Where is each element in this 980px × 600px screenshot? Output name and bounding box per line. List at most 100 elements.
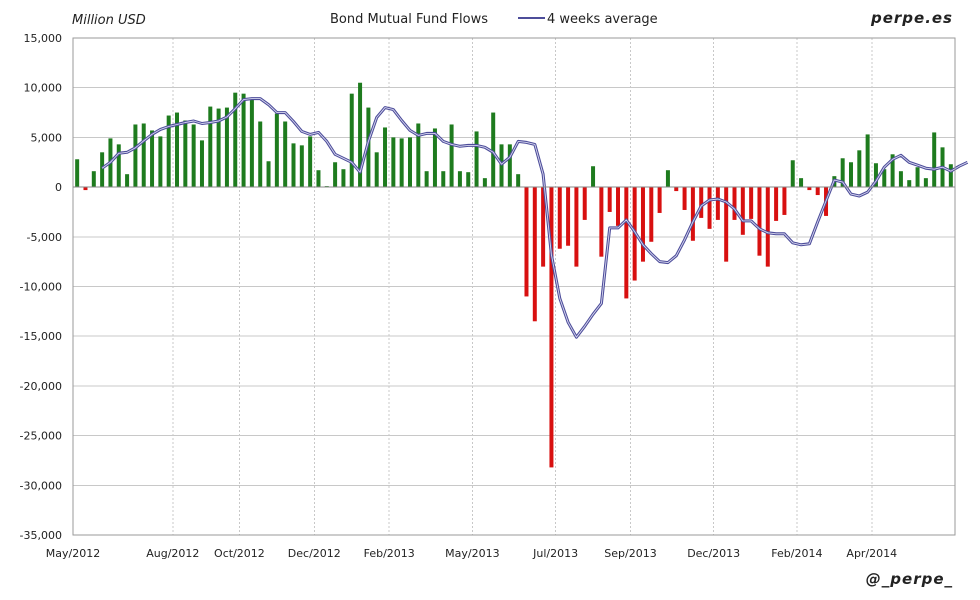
flow-bar [91, 171, 96, 188]
flow-bar [932, 132, 937, 188]
flow-bar [383, 127, 388, 188]
flow-bar [83, 187, 88, 191]
flow-bar [466, 172, 471, 188]
x-tick-label: Feb/2014 [771, 547, 822, 560]
y-tick-label: -15,000 [20, 330, 62, 343]
y-tick-label: -20,000 [20, 380, 62, 393]
handle-watermark: @_perpe_ [866, 570, 953, 588]
flow-bar [407, 137, 412, 188]
flow-bar [141, 123, 146, 188]
flow-bar [199, 140, 204, 188]
flow-bar [316, 170, 321, 188]
flow-bar [158, 136, 163, 188]
flow-bar [341, 169, 346, 188]
y-tick-label: -25,000 [20, 430, 62, 443]
flow-bar [100, 152, 105, 188]
line-layer [101, 97, 969, 339]
flow-bar [166, 115, 171, 188]
flow-bar [274, 113, 279, 188]
flow-bar [948, 164, 953, 188]
x-tick-label: Jul/2013 [532, 547, 578, 560]
flow-bar [815, 187, 820, 196]
flow-bar [848, 162, 853, 188]
x-tick-label: Dec/2012 [288, 547, 341, 560]
flow-bar [882, 169, 887, 188]
flow-bar [224, 107, 229, 188]
unit-label: Million USD [72, 13, 146, 28]
flow-bar [541, 187, 546, 267]
site-watermark: perpe.es [870, 9, 953, 27]
flow-bar [374, 152, 379, 188]
y-tick-label: -35,000 [20, 529, 62, 542]
flow-bar [291, 143, 296, 188]
flow-bar [624, 187, 629, 299]
flow-bar [349, 93, 354, 188]
x-tick-label: May/2013 [445, 547, 499, 560]
y-tick-label: 5,000 [31, 131, 63, 144]
plot-frame [72, 37, 956, 536]
flow-bar [125, 174, 130, 188]
flow-bar [616, 187, 621, 226]
flow-bar [557, 187, 562, 249]
flow-bar [715, 187, 720, 220]
bars-layer [75, 82, 953, 468]
flow-bar [424, 171, 429, 188]
y-tick-label: -10,000 [20, 281, 62, 294]
flow-bar [923, 178, 928, 188]
flow-bar [266, 161, 271, 188]
grid-layer [72, 37, 955, 536]
flow-bar [907, 180, 912, 188]
axis-layer: 15,000 10,000 5,000 0 -5,000 -10,000 -15,000 -2… [20, 32, 956, 560]
flow-bar [532, 187, 537, 322]
flow-bar [699, 187, 704, 218]
flow-bar [474, 131, 479, 188]
flow-bar [233, 92, 238, 188]
flow-bar [249, 99, 254, 188]
flow-bar [799, 178, 804, 188]
flow-bar [116, 144, 121, 188]
chart-title: Bond Mutual Fund Flows [330, 12, 488, 27]
flow-bar [724, 187, 729, 262]
y-tick-label: -30,000 [20, 479, 62, 492]
flow-bar [707, 187, 712, 229]
y-tick-label: 0 [55, 181, 62, 194]
flow-bar [857, 150, 862, 188]
y-tick-label: 10,000 [24, 82, 63, 95]
flow-bar [682, 187, 687, 210]
flow-bar [432, 128, 437, 188]
flow-bar [549, 187, 554, 468]
x-tick-label: Oct/2012 [214, 547, 265, 560]
flow-bar [216, 108, 221, 188]
flow-bar [183, 120, 188, 188]
flow-bar [640, 187, 645, 262]
x-tick-label: Sep/2013 [604, 547, 656, 560]
flow-bar [308, 136, 313, 188]
flow-bar [665, 170, 670, 188]
flow-bar [607, 187, 612, 212]
flow-bar [591, 166, 596, 188]
flow-bar [507, 144, 512, 188]
flow-bar [175, 112, 180, 188]
flow-bar [366, 107, 371, 188]
flow-bar [133, 124, 138, 188]
flow-bar [524, 187, 529, 297]
y-tick-label: -5,000 [27, 231, 62, 244]
flow-bar [399, 138, 404, 188]
flow-bar [241, 93, 246, 188]
flow-bar [208, 106, 213, 188]
flow-bar [457, 171, 462, 188]
flow-bar [649, 187, 654, 242]
flow-bar [582, 187, 587, 220]
x-tick-label: Apr/2014 [846, 547, 897, 560]
flow-bar [516, 174, 521, 188]
flow-bar [491, 112, 496, 188]
flow-bar [840, 158, 845, 188]
flow-bar [865, 134, 870, 188]
flow-bar [898, 171, 903, 188]
flow-bar [757, 187, 762, 256]
flow-bar [416, 123, 421, 188]
flow-bar [299, 145, 304, 188]
flow-bar [873, 163, 878, 188]
flow-bar [566, 187, 571, 246]
